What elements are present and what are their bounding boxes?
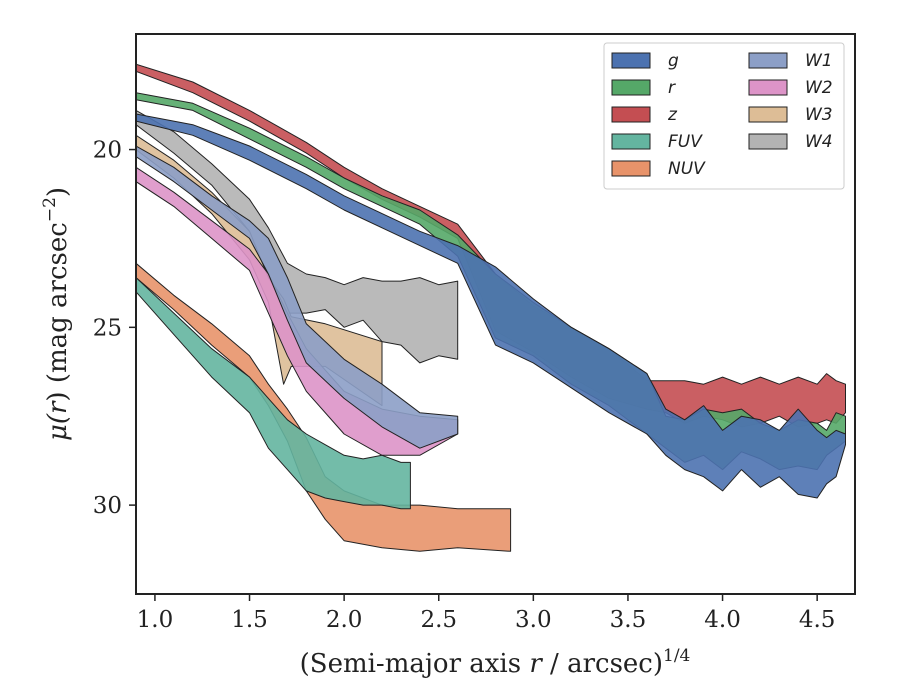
legend-label-fuv: FUV xyxy=(668,132,703,152)
y-axis-title: μ(r) (mag arcsec−2) xyxy=(40,187,73,441)
x-tick-label: 3.5 xyxy=(610,607,647,633)
legend-swatch-w2 xyxy=(748,79,788,96)
plot-frame xyxy=(135,33,856,595)
legend-label-z: z xyxy=(667,105,678,125)
legend-swatch-fuv xyxy=(611,133,651,150)
y-tick-label: 20 xyxy=(93,138,122,164)
bands-layer xyxy=(136,63,846,552)
legend-label-w2: W2 xyxy=(805,78,833,98)
x-tick-label: 2.5 xyxy=(420,607,457,633)
x-tick-label: 1.5 xyxy=(231,607,268,633)
x-tick-label: 1.0 xyxy=(137,607,174,633)
legend-label-r: r xyxy=(668,78,676,98)
legend-swatch-w4 xyxy=(748,133,788,150)
legend-label-w1: W1 xyxy=(805,51,833,71)
legend-swatch-w1 xyxy=(748,52,788,69)
legend-label-nuv: NUV xyxy=(668,159,706,179)
band-w1 xyxy=(136,145,459,449)
y-tick-label: 30 xyxy=(93,493,122,519)
x-tick-label: 3.0 xyxy=(515,607,552,633)
legend: grz FUV NUV W1 W2 W3 W4 xyxy=(603,42,845,190)
x-tick-label: 4.5 xyxy=(799,607,836,633)
x-axis: 1.0 1.5 2.0 2.5 3.0 3.5 4.0 4.5 xyxy=(137,594,836,633)
band-g xyxy=(136,113,846,499)
band-fuv xyxy=(136,277,411,510)
legend-label-g: g xyxy=(668,51,679,71)
legend-swatch-g xyxy=(611,52,651,69)
legend-swatch-r xyxy=(611,79,651,96)
legend-swatch-nuv xyxy=(611,160,651,177)
y-tick-label: 25 xyxy=(93,315,122,341)
x-axis-title: (Semi-major axis r / arcsec)1/4 xyxy=(300,646,691,679)
y-axis: 20 25 30 xyxy=(93,138,136,519)
legend-swatch-z xyxy=(611,106,651,123)
x-tick-label: 4.0 xyxy=(704,607,741,633)
x-tick-label: 2.0 xyxy=(326,607,363,633)
legend-label-w4: W4 xyxy=(805,132,833,152)
legend-label-w3: W3 xyxy=(805,105,833,125)
legend-swatch-w3 xyxy=(748,106,788,123)
